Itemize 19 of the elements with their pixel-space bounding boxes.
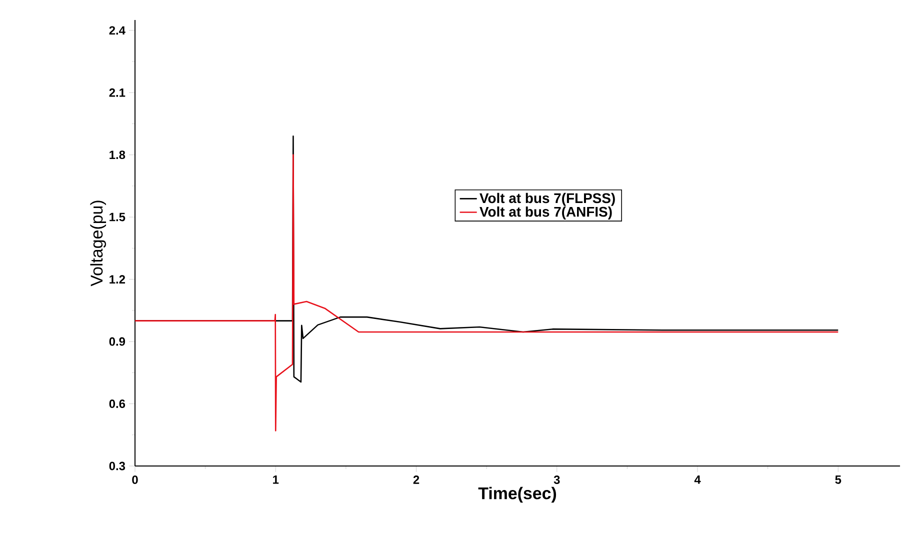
x-tick-label: 2 [413, 476, 420, 484]
x-tick-label: 4 [694, 476, 701, 484]
x-axis-title: Time(sec) [478, 486, 556, 503]
x-tick-label: 0 [132, 476, 138, 484]
x-tick-label: 3 [554, 476, 560, 484]
x-tick-label: 1 [273, 476, 279, 484]
legend-label: Volt at bus 7(FLPSS) [480, 192, 615, 206]
y-tick-label: 1.5 [110, 212, 126, 222]
y-tick-label: 0.9 [109, 337, 126, 346]
line-series [134, 154, 839, 432]
y-tick-label: 1.2 [110, 275, 126, 284]
y-tick-label: 0.6 [109, 400, 126, 408]
y-tick-label: 2.1 [109, 88, 126, 97]
x-tick-label: 5 [835, 476, 842, 484]
legend-label: Volt at bus 7(ANFIS) [480, 206, 612, 220]
y-tick-label: 2.4 [109, 26, 126, 35]
y-tick-label: 0.3 [109, 462, 126, 470]
y-axis-title: Voltage(pu) [90, 200, 106, 286]
y-tick-label: 1.8 [110, 150, 126, 160]
